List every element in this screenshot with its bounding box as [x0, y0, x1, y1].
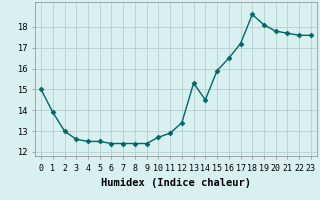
X-axis label: Humidex (Indice chaleur): Humidex (Indice chaleur): [101, 178, 251, 188]
